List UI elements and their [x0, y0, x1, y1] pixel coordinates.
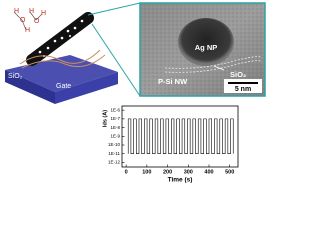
substrate-label: SiO₂: [8, 73, 23, 80]
oxide-boundary: [164, 56, 263, 69]
y-tick-label: 1E-11: [108, 151, 120, 156]
substrate-front: [55, 72, 118, 104]
nanoparticle: [178, 18, 234, 66]
oxide-pointer: [213, 65, 225, 71]
contact-lines: [19, 49, 101, 65]
chart: 1E-6 1E-7 1E-8 1E-9 1E-10 1E-11 1E-12 0 100 200 30…: [102, 105, 239, 184]
x-tick-label: 0: [125, 169, 128, 175]
y-tick-label: 1E-7: [110, 116, 120, 121]
line-series: [127, 118, 234, 155]
y-axis-label: Ids (A): [102, 110, 108, 127]
nanowire: [26, 12, 94, 66]
plot-area: [121, 105, 239, 168]
molecule-label: H: [25, 27, 30, 34]
particle-label: Ag NP: [195, 43, 218, 52]
x-axis-label: Time (s): [168, 177, 193, 184]
wire-label: P-Si NW: [158, 77, 188, 86]
x-tick-label: 200: [163, 169, 172, 175]
contact-lines: [21, 54, 106, 69]
y-tick-label: 1E-10: [108, 142, 121, 147]
molecule-label: O: [20, 17, 26, 24]
y-tick-label: 1E-6: [110, 107, 120, 112]
gate-label: Gate: [56, 83, 71, 90]
molecule-bonds: [13, 11, 43, 31]
x-tick-label: 500: [225, 169, 234, 175]
molecule-label: H: [41, 10, 46, 17]
y-tick-label: 1E-12: [108, 160, 121, 165]
figure: H O H H O H SiO₂ Gate Ag NP P-Si NW SiO₂…: [5, 2, 266, 184]
molecule-label: O: [34, 18, 40, 25]
oxide-label: SiO₂: [230, 70, 246, 79]
schematic: [5, 11, 118, 104]
x-tick-label: 400: [204, 169, 213, 175]
x-tick-label: 300: [184, 169, 193, 175]
scale-label: 5 nm: [235, 86, 251, 93]
nanowire-dots: [38, 19, 84, 57]
y-tick-label: 1E-9: [110, 133, 120, 138]
oxide-boundary: [164, 60, 263, 73]
y-tick-label: 1E-8: [110, 125, 120, 130]
molecule-label: H: [29, 8, 34, 15]
substrate-left: [5, 70, 55, 104]
molecule-label: H: [14, 8, 19, 15]
zoom-lines: [87, 2, 141, 97]
x-tick-label: 100: [142, 169, 151, 175]
